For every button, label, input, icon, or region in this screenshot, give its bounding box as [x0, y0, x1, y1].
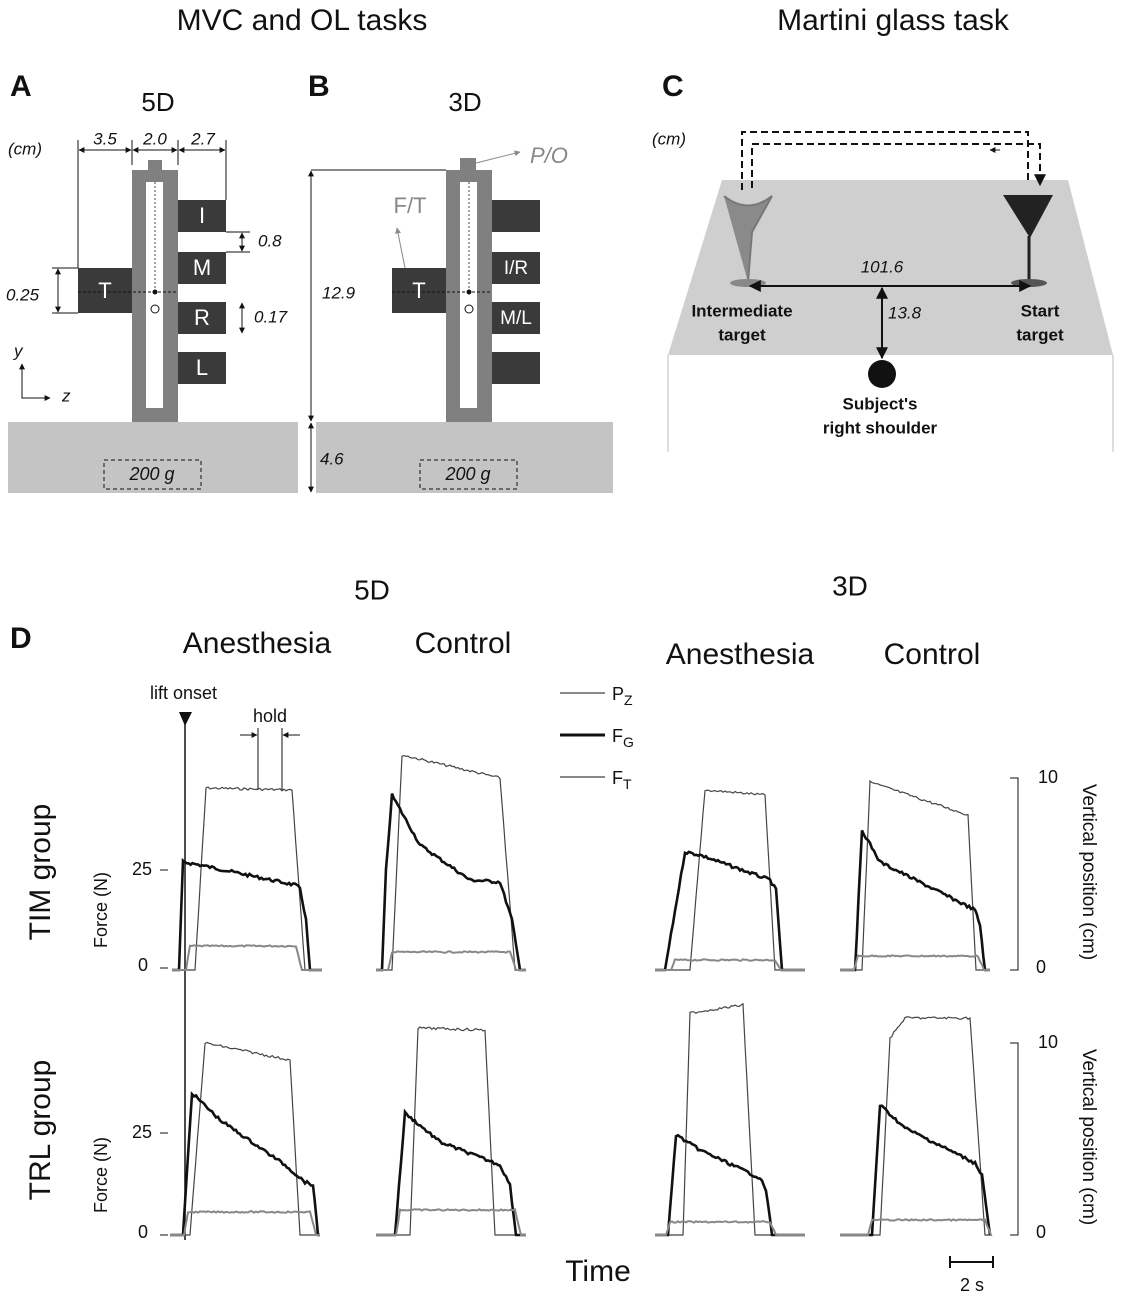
annotation: hold: [253, 706, 287, 726]
ft-trace: [840, 1218, 993, 1236]
row-label: TRL group: [24, 1060, 57, 1201]
pz-trace: [170, 1041, 320, 1236]
x-label: Time: [565, 1255, 631, 1288]
axis-label: Vertical position (cm): [1078, 1049, 1099, 1225]
target-label: target: [718, 325, 766, 344]
panel-title: 5D: [141, 87, 174, 117]
target-label: Start: [1021, 301, 1060, 320]
dimension: 4.6: [320, 449, 344, 468]
weight: 200 g: [444, 464, 490, 484]
finger: R: [194, 305, 210, 330]
tick-label: 10: [1038, 767, 1058, 787]
finger: I/R: [504, 258, 528, 279]
pz-trace: [376, 1026, 526, 1236]
group-title: 5D: [354, 574, 390, 605]
tick-label: 10: [1038, 1032, 1058, 1052]
legend-label: FT: [612, 768, 632, 792]
condition: Control: [415, 627, 512, 660]
fg-trace: [840, 1104, 992, 1237]
dimension: 2.7: [190, 129, 215, 148]
pz-trace: [172, 786, 322, 971]
ft-trace: [376, 950, 526, 971]
legend-label: PZ: [612, 684, 633, 708]
fg-trace: [172, 857, 322, 972]
legend-label: FG: [612, 726, 634, 750]
panel-a: A 5D 200 g T I M R L (cm) 3.5 2.0 2.7: [6, 70, 298, 493]
scale-bar-label: 2 s: [960, 1275, 984, 1295]
group-title: 3D: [832, 570, 868, 601]
panel-label: B: [308, 70, 330, 103]
ft-trace: [655, 958, 805, 971]
pz-trace: [840, 1016, 990, 1236]
finger: L: [196, 355, 208, 380]
target-label: target: [1016, 325, 1064, 344]
ft-trace: [655, 1220, 805, 1236]
axis-label: y: [13, 341, 24, 360]
tick-label: 0: [1036, 957, 1046, 977]
tick-label: 0: [138, 955, 148, 975]
condition: Anesthesia: [183, 627, 332, 660]
fg-trace: [655, 850, 805, 972]
sensor-label: F/T: [394, 193, 427, 218]
panel-label: A: [10, 70, 32, 103]
shoulder-label: Subject's: [843, 394, 918, 413]
fg-trace: [376, 793, 526, 972]
dimension: 0.8: [258, 231, 282, 250]
panel-b: B 3D 200 g T I/R M/L P/O F/T 12.9 4.6: [299, 70, 613, 493]
dimension: 13.8: [888, 303, 922, 322]
finger: T: [98, 278, 111, 303]
dimension: 0.17: [254, 307, 288, 326]
axis-label: z: [61, 386, 71, 405]
panel-d: D 5D 3D Anesthesia Control Anesthesia Co…: [10, 570, 1099, 1294]
annotation: lift onset: [150, 683, 217, 703]
dimension: 3.5: [93, 129, 117, 148]
ft-trace: [172, 944, 322, 971]
pz-trace: [655, 1002, 805, 1236]
dimension: 12.9: [322, 283, 356, 302]
heading: MVC and OL tasks: [177, 4, 428, 37]
tick-label: 0: [138, 1222, 148, 1242]
condition: Anesthesia: [666, 638, 815, 671]
fg-trace: [655, 1133, 805, 1237]
fg-trace: [840, 829, 990, 972]
tick-label: 0: [1036, 1222, 1046, 1242]
panel-label: C: [662, 70, 684, 103]
pz-trace: [376, 754, 526, 971]
unit: (cm): [8, 139, 42, 158]
fg-trace: [376, 1108, 526, 1237]
target-label: Intermediate: [691, 301, 792, 320]
pz-trace: [840, 779, 990, 971]
row-label: TIM group: [24, 804, 57, 941]
panel-c: C (cm) 101.6 13.8 Intermediate target St…: [652, 70, 1114, 452]
dimension: 0.25: [6, 285, 40, 304]
finger: M: [193, 255, 211, 280]
ft-trace: [170, 1210, 320, 1236]
shoulder-label: right shoulder: [823, 418, 938, 437]
axis-label: Vertical position (cm): [1078, 784, 1099, 960]
axis-label: Force (N): [91, 872, 111, 948]
finger: M/L: [500, 308, 532, 329]
ft-trace: [840, 954, 990, 971]
dimension: 101.6: [861, 257, 904, 276]
finger: I: [199, 203, 205, 228]
heading: Martini glass task: [777, 4, 1010, 37]
axis-label: Force (N): [91, 1137, 111, 1213]
panel-label: D: [10, 622, 32, 655]
dimension: 2.0: [142, 129, 167, 148]
unit: (cm): [652, 129, 686, 148]
weight: 200 g: [128, 464, 174, 484]
tick-label: 25: [132, 1122, 152, 1142]
panel-title: 3D: [448, 87, 481, 117]
finger: T: [412, 278, 425, 303]
pz-trace: [655, 789, 805, 971]
condition: Control: [884, 638, 981, 671]
tick-label: 25: [132, 859, 152, 879]
ft-trace: [376, 1207, 526, 1236]
sensor-label: P/O: [530, 143, 568, 168]
fg-trace: [170, 1091, 320, 1237]
